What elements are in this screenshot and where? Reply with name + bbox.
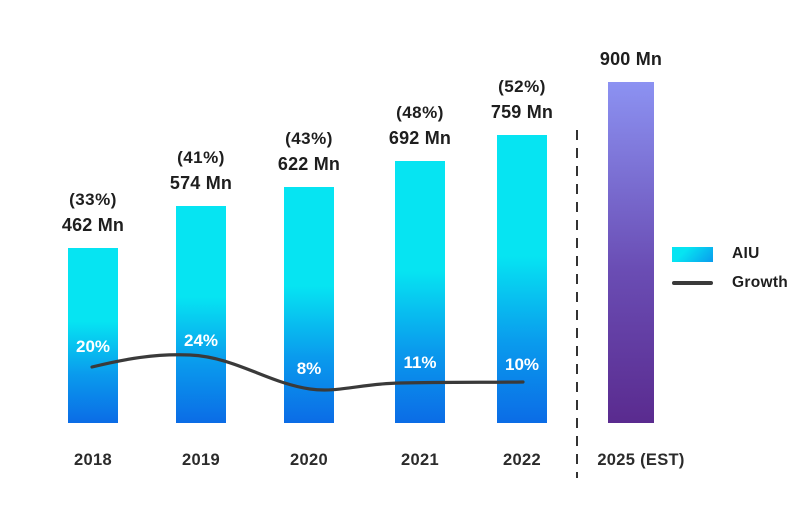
legend-growth-label: Growth xyxy=(732,274,789,291)
growth-percent-label: 10% xyxy=(504,355,540,374)
share-label: (48%) xyxy=(396,103,444,122)
growth-percent-label: 24% xyxy=(183,331,219,350)
aiu-bar-2019: 24% xyxy=(176,206,226,423)
aiu-bar-2021: 11% xyxy=(395,161,445,423)
bar-group-2025-est: 900 Mn 2025 (EST) xyxy=(576,49,686,469)
value-label: 574 Mn xyxy=(169,173,233,193)
bar-group-2021: (48%) 692 Mn 11% 2021 xyxy=(365,103,475,469)
aiu-bar-2020: 8% xyxy=(284,187,334,423)
aiu-bar-2025-est xyxy=(608,82,654,423)
value-label: 900 Mn xyxy=(599,49,663,69)
bar-group-2022: (52%) 759 Mn 10% 2022 xyxy=(467,77,577,469)
value-label: 692 Mn xyxy=(388,128,452,148)
aiu-bar-2018: 20% xyxy=(68,248,118,423)
share-label: (33%) xyxy=(69,190,117,209)
year-label: 2018 xyxy=(74,451,112,469)
growth-percent-label: 11% xyxy=(403,353,437,372)
share-label: (41%) xyxy=(177,148,225,167)
year-label: 2022 xyxy=(503,451,541,469)
legend-item-aiu: AIU xyxy=(672,245,788,263)
year-label: 2021 xyxy=(401,451,439,469)
aiu-bar-2022: 10% xyxy=(497,135,547,423)
value-label: 759 Mn xyxy=(490,102,554,122)
growth-line-swatch-icon xyxy=(672,281,713,285)
share-label: (43%) xyxy=(285,129,333,148)
legend: AIU Growth xyxy=(672,245,788,292)
year-label: 2025 (EST) xyxy=(597,451,685,469)
bar-group-2020: (43%) 622 Mn 8% 2020 xyxy=(254,129,364,469)
year-label: 2020 xyxy=(290,451,328,469)
year-label: 2019 xyxy=(182,451,220,469)
bar-group-2019: (41%) 574 Mn 24% 2019 xyxy=(146,148,256,469)
value-label: 622 Mn xyxy=(277,154,341,174)
bar-group-2018: (33%) 462 Mn 20% 2018 xyxy=(38,190,148,469)
growth-percent-label: 8% xyxy=(296,359,322,378)
aiu-swatch-icon xyxy=(672,246,713,262)
growth-percent-label: 20% xyxy=(75,337,111,356)
share-label: (52%) xyxy=(498,77,546,96)
value-label: 462 Mn xyxy=(61,215,125,235)
legend-item-growth: Growth xyxy=(672,274,788,292)
legend-aiu-label: AIU xyxy=(732,245,760,262)
